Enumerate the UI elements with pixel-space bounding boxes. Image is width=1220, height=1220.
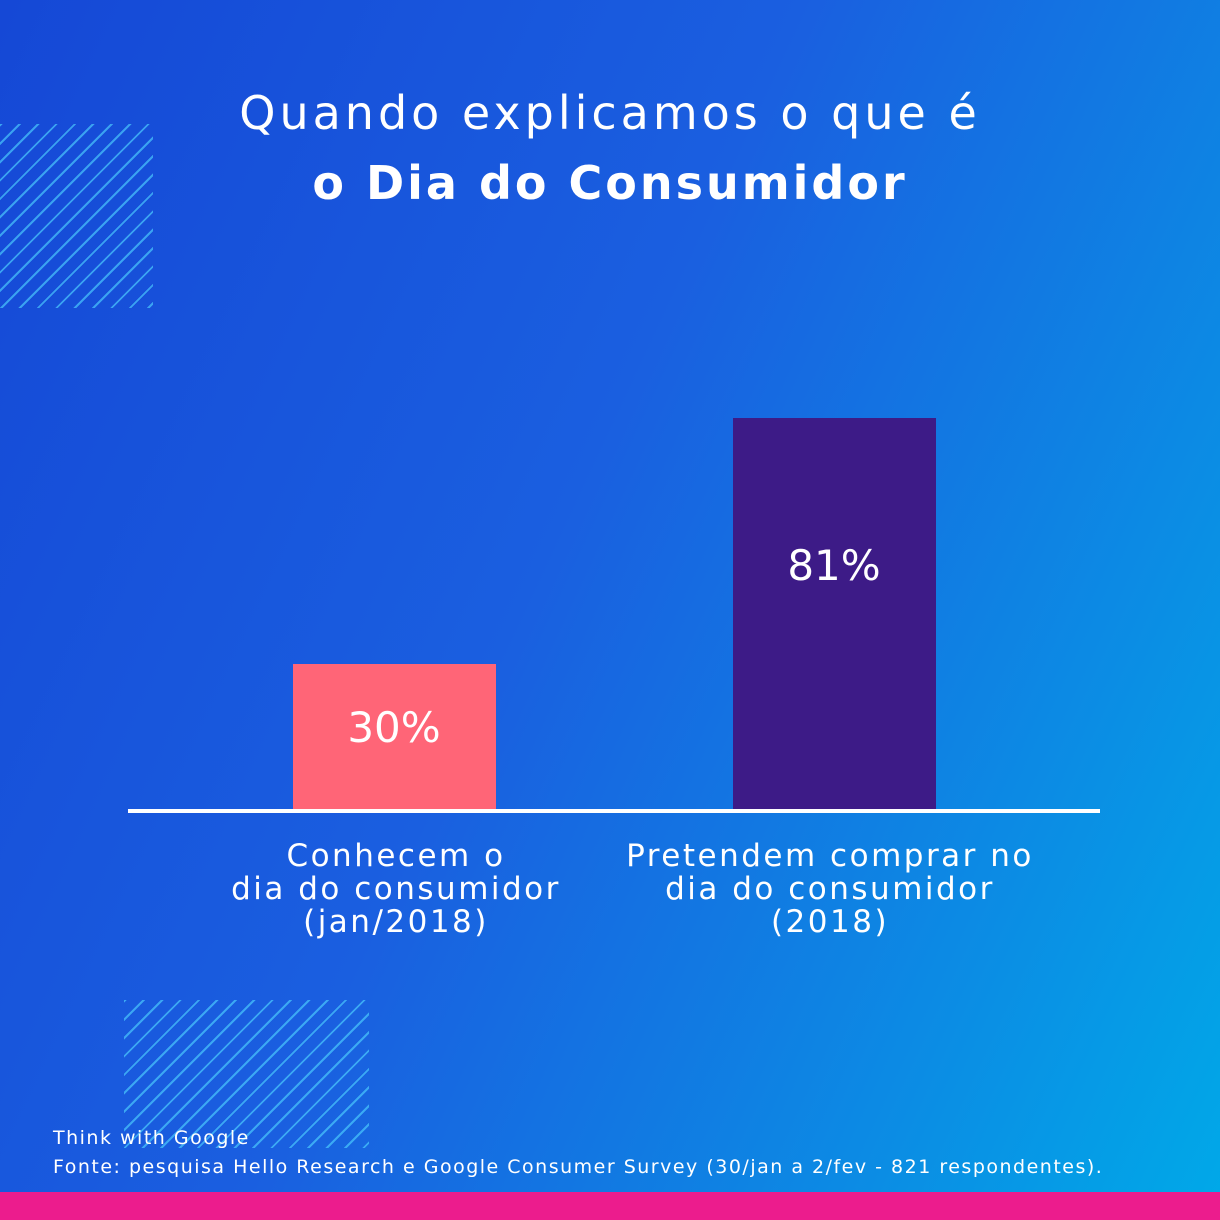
brand-text: Think with Google	[53, 1127, 250, 1149]
hatch-decoration-top-left	[0, 124, 153, 308]
chart-title-line-2: o Dia do Consumidor	[312, 156, 908, 210]
bar-value-label-1: 30%	[347, 702, 441, 752]
bar-value-label-2: 81%	[787, 541, 881, 591]
chart-title-line-1: Quando explicamos o que é	[239, 86, 981, 140]
bar-2: 81%	[732, 417, 936, 809]
category-label-aware: Conhecem o dia do consumidor (jan/2018)	[231, 838, 561, 940]
category-label-intend-to-buy: Pretendem comprar no dia do consumidor (…	[626, 838, 1034, 940]
accent-strip	[0, 1192, 1220, 1220]
hatch-decoration-bottom-left	[124, 1000, 369, 1148]
source-note: Fonte: pesquisa Hello Research e Google …	[53, 1156, 1104, 1178]
chart-baseline	[128, 809, 1100, 813]
bar-1: 30%	[292, 664, 496, 809]
